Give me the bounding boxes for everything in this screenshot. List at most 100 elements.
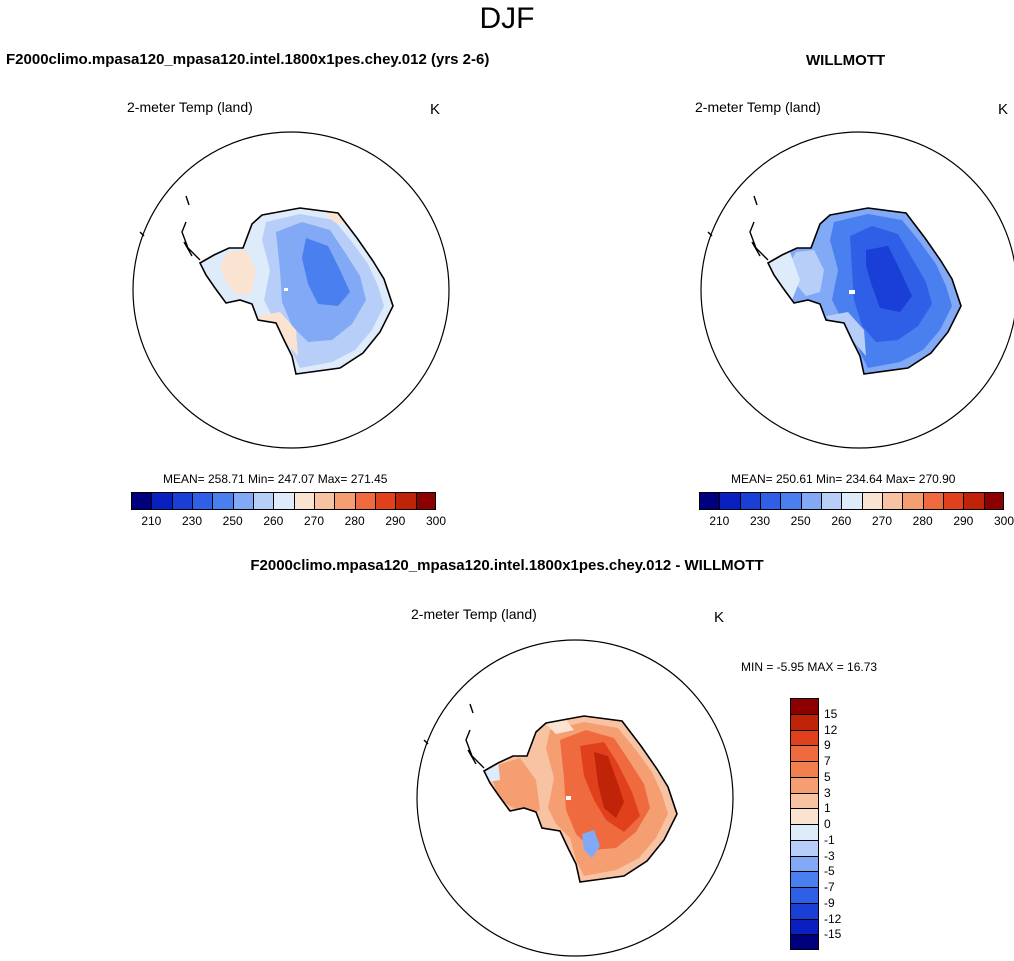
obs-colorbar (699, 492, 1004, 510)
obs-colorbar-tick-label: 290 (953, 514, 974, 528)
obs-colorbar-swatch (983, 492, 1004, 510)
obs-colorbar-swatch (760, 492, 781, 510)
diff-colorbar (790, 698, 819, 950)
model-colorbar-swatch (212, 492, 233, 510)
diff-units-label: K (714, 609, 725, 626)
diff-colorbar-tick-label: 12 (824, 722, 838, 737)
model-colorbar-swatch (171, 492, 192, 510)
model-colorbar-swatch (131, 492, 152, 510)
obs-colorbar-swatch (800, 492, 821, 510)
model-colorbar-swatch (293, 492, 314, 510)
diff-colorbar-swatch (790, 729, 819, 746)
diff-colorbar-tick-label: 0 (824, 817, 831, 831)
model-colorbar-swatch (253, 492, 274, 510)
diff-colorbar-swatch (790, 792, 819, 809)
obs-colorbar-tick-label: 280 (912, 514, 933, 528)
diff-colorbar-tick-label: -7 (824, 880, 835, 894)
model-colorbar-tick-label: 280 (344, 514, 365, 528)
diff-colorbar-swatch (790, 871, 819, 887)
diff-colorbar-swatch (790, 698, 819, 714)
diff-colorbar-swatch (790, 824, 819, 840)
obs-colorbar-tick-label: 250 (790, 514, 811, 528)
diff-colorbar-tick-label: -1 (824, 832, 835, 847)
obs-colorbar-swatch (719, 492, 740, 510)
diff-colorbar-swatch (790, 887, 819, 903)
model-colorbar-swatch (273, 492, 294, 510)
obs-colorbar-swatch (780, 492, 801, 510)
model-colorbar-tick-label: 250 (222, 514, 243, 528)
obs-colorbar-swatch (963, 492, 984, 510)
diff-colorbar-swatch (790, 934, 819, 950)
diff-colorbar-swatch (790, 808, 819, 824)
obs-units-label: K (998, 101, 1009, 118)
model-panel-title: F2000climo.mpasa120_mpasa120.intel.1800x… (6, 51, 490, 68)
diff-colorbar-tick-label: -9 (824, 895, 835, 910)
model-colorbar-tick-label: 230 (181, 514, 203, 528)
obs-colorbar-tick-label: 230 (749, 514, 771, 528)
diff-colorbar-tick-label: 3 (824, 785, 831, 800)
model-colorbar-swatch (192, 492, 213, 510)
obs-colorbar-ticks: 210 230 250 260 270 280 290 300 (699, 514, 1014, 530)
model-colorbar-swatch (375, 492, 396, 510)
obs-colorbar-swatch (861, 492, 882, 510)
diff-colorbar-tick-label: 5 (824, 769, 831, 784)
diff-colorbar-swatch (790, 918, 819, 935)
model-colorbar-swatch (354, 492, 375, 510)
model-map-boundary (132, 131, 450, 449)
diff-colorbar-swatch (790, 855, 819, 872)
model-colorbar-ticks: 210 230 250 260 270 280 290 300 (131, 514, 446, 530)
obs-stats: MEAN= 250.61 Min= 234.64 Max= 270.90 (731, 472, 956, 486)
model-colorbar-swatch (395, 492, 416, 510)
diff-colorbar-swatch (790, 839, 819, 856)
diff-panel-title: F2000climo.mpasa120_mpasa120.intel.1800x… (250, 557, 764, 574)
diff-colorbar-swatch (790, 761, 819, 777)
obs-colorbar-tick-label: 270 (871, 514, 893, 528)
figure-title: DJF (479, 2, 535, 35)
obs-colorbar-tick-label: 260 (831, 514, 852, 528)
diff-colorbar-tick-label: -15 (824, 927, 842, 942)
model-colorbar-swatch (151, 492, 172, 510)
obs-map-boundary (700, 131, 1014, 449)
model-colorbar-swatch (232, 492, 253, 510)
diff-colorbar-tick-label: -3 (824, 848, 835, 863)
diff-variable-label: 2-meter Temp (land) (411, 606, 537, 622)
diff-colorbar-swatch (790, 713, 819, 730)
obs-colorbar-tick-label: 210 (709, 514, 730, 528)
model-colorbar-swatch (334, 492, 355, 510)
obs-map-field (768, 208, 961, 374)
model-colorbar (131, 492, 436, 510)
diff-colorbar-tick-label: -5 (824, 864, 835, 879)
model-colorbar-tick-label: 300 (425, 514, 447, 528)
diff-coastline (482, 715, 678, 883)
diff-colorbar-swatch (790, 745, 819, 761)
diff-colorbar-tick-label: 9 (824, 738, 831, 753)
obs-panel-title: WILLMOTT (806, 52, 886, 69)
model-colorbar-tick-label: 210 (141, 514, 162, 528)
model-colorbar-swatch (314, 492, 335, 510)
obs-colorbar-swatch (943, 492, 964, 510)
diff-colorbar-tick-label: 15 (824, 706, 838, 721)
model-stats: MEAN= 258.71 Min= 247.07 Max= 271.45 (163, 472, 388, 486)
obs-coastline (766, 207, 962, 375)
model-colorbar-tick-label: 290 (385, 514, 406, 528)
diff-colorbar-ticks: 15 12 9 7 5 3 1 0 -1 -3 -5 -7 -9 -12 -15 (824, 698, 864, 950)
model-colorbar-tick-label: 260 (263, 514, 284, 528)
diff-colorbar-swatch (790, 902, 819, 919)
obs-colorbar-swatch (699, 492, 720, 510)
obs-colorbar-swatch (922, 492, 943, 510)
model-units-label: K (430, 101, 441, 118)
obs-variable-label: 2-meter Temp (land) (695, 99, 821, 115)
diff-colorbar-tick-label: 1 (824, 801, 831, 816)
obs-colorbar-swatch (841, 492, 862, 510)
obs-colorbar-swatch (902, 492, 923, 510)
obs-colorbar-swatch (882, 492, 903, 510)
diff-colorbar-tick-label: -12 (824, 911, 842, 926)
obs-colorbar-tick-label: 300 (993, 514, 1014, 528)
diff-colorbar-swatch (790, 776, 819, 793)
model-map-field (200, 208, 393, 374)
diff-map-field (484, 716, 677, 882)
model-coastline (198, 207, 394, 375)
obs-colorbar-swatch (821, 492, 842, 510)
diff-stats: MIN = -5.95 MAX = 16.73 (741, 660, 878, 674)
model-variable-label: 2-meter Temp (land) (127, 99, 253, 115)
